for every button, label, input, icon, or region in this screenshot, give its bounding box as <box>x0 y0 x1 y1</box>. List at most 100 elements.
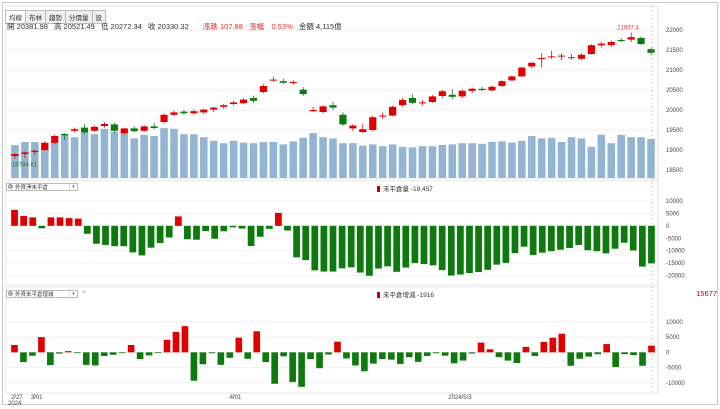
indicator-dropdown[interactable]: × 外資未平倉增減 ▾ <box>6 289 78 298</box>
oi-change-bar <box>477 342 485 353</box>
candle-body <box>140 126 148 131</box>
oi-bar <box>593 225 601 252</box>
oi-tick-label: -15000 <box>666 261 685 267</box>
candle-body <box>418 102 427 104</box>
oi-change-bar <box>100 352 108 356</box>
oi-bar <box>284 225 291 231</box>
candle-body <box>90 126 99 131</box>
volume-bar <box>577 138 586 178</box>
oi-bar <box>438 225 446 271</box>
tab-settings[interactable]: 設 <box>91 10 106 24</box>
tab-trend[interactable]: 趨勢 <box>45 10 66 24</box>
oi-bar <box>165 225 173 238</box>
volume-bar <box>41 143 49 178</box>
volume-bar <box>239 142 248 178</box>
candle-body <box>577 54 586 59</box>
volume-bar <box>309 133 317 178</box>
oi-change-bar <box>262 352 270 363</box>
date-tick-label: 2/27 <box>11 395 23 401</box>
oi-tick-label: 5000 <box>666 211 680 217</box>
volume-bar <box>100 128 109 178</box>
oi-change-bar <box>441 352 449 356</box>
oi-change-bar <box>154 352 162 354</box>
volume-bar <box>60 136 69 178</box>
oi-bar <box>74 218 82 226</box>
volume-bar <box>249 143 258 178</box>
oi-change-bar <box>405 352 413 358</box>
oi-bar <box>629 225 637 251</box>
oi-bar <box>520 225 528 247</box>
volume-bar <box>279 144 288 178</box>
oi-change-bar <box>172 331 180 353</box>
volume-bar <box>478 143 486 178</box>
volume-bar <box>180 134 188 178</box>
oi-change-bar <box>208 352 216 354</box>
candle-body <box>349 125 357 129</box>
oi-bar <box>638 225 646 267</box>
oi-change-bar <box>549 337 557 353</box>
oi-bar <box>566 225 573 248</box>
oi-bar <box>420 225 428 265</box>
volume-bar <box>130 138 139 178</box>
date-tick-label: 4/01 <box>230 395 242 401</box>
volume-bar <box>378 146 387 178</box>
quote-info: 開 20381.98 高 20521.49 低 20272.34 收 20330… <box>7 21 346 32</box>
oi-change-bar <box>648 345 655 353</box>
candle-body <box>170 112 178 115</box>
price-tick-label: 19500 <box>666 128 683 134</box>
volume-bar <box>418 146 427 178</box>
indicator-dropdown-label: 外資未平倉增減 <box>15 291 54 298</box>
volume-bar <box>468 143 476 178</box>
volume-bar <box>627 137 635 178</box>
candle-body <box>538 58 546 59</box>
close-icon[interactable]: × <box>8 291 13 296</box>
close-value: 收 20330.32 <box>147 22 189 31</box>
oi-bar <box>411 225 419 264</box>
oi-bar <box>93 225 100 244</box>
volume-bar <box>31 142 39 178</box>
oi-bar <box>220 225 228 232</box>
oi-tick-label: 0 <box>666 224 670 230</box>
candle-body <box>71 129 79 131</box>
oi-change-bar <box>612 352 619 367</box>
candle-body <box>80 127 89 133</box>
oi-bar <box>429 225 437 266</box>
candle-body <box>558 55 566 57</box>
oi-change-bar <box>414 352 422 362</box>
volume-bar <box>527 136 536 178</box>
volume-bar <box>597 134 606 178</box>
close-icon[interactable]: × <box>8 184 13 189</box>
oi-bar <box>620 225 628 243</box>
add-indicator-icon[interactable]: + <box>82 289 87 296</box>
oi-change-tick-label: 5000 <box>666 335 680 341</box>
oi-change-bar <box>307 352 314 360</box>
chevron-down-icon[interactable]: ▾ <box>69 290 77 297</box>
candle-body <box>448 94 456 97</box>
volume-bar <box>319 137 327 178</box>
candle-body <box>339 114 347 125</box>
candle-body <box>160 114 168 122</box>
candle-body <box>518 67 526 77</box>
change-pct-value: 漲幅 0.53% <box>249 22 293 31</box>
oi-change-bar <box>639 352 646 366</box>
oi-change-tick-label: 0 <box>666 350 670 356</box>
candle-body <box>587 45 595 54</box>
oi-change-bar <box>387 352 395 360</box>
volume-bar <box>50 139 59 178</box>
oi-change-bar <box>567 352 575 366</box>
chart-frame <box>2 2 718 405</box>
oi-change-bar <box>621 352 628 355</box>
oi-bar <box>138 225 146 256</box>
volume-bar <box>488 142 496 178</box>
indicator-dropdown[interactable]: × 外資淨未平倉 ▾ <box>6 182 78 191</box>
oi-bar <box>302 225 310 261</box>
candle-body <box>498 81 506 86</box>
oi-bar <box>211 225 219 239</box>
volume-bar <box>508 142 516 178</box>
oi-change-bar <box>522 346 530 353</box>
chevron-down-icon[interactable]: ▾ <box>69 183 77 190</box>
candle-body <box>249 98 258 101</box>
date-tick-label: 3/01 <box>31 395 43 401</box>
oi-bar <box>347 225 355 268</box>
